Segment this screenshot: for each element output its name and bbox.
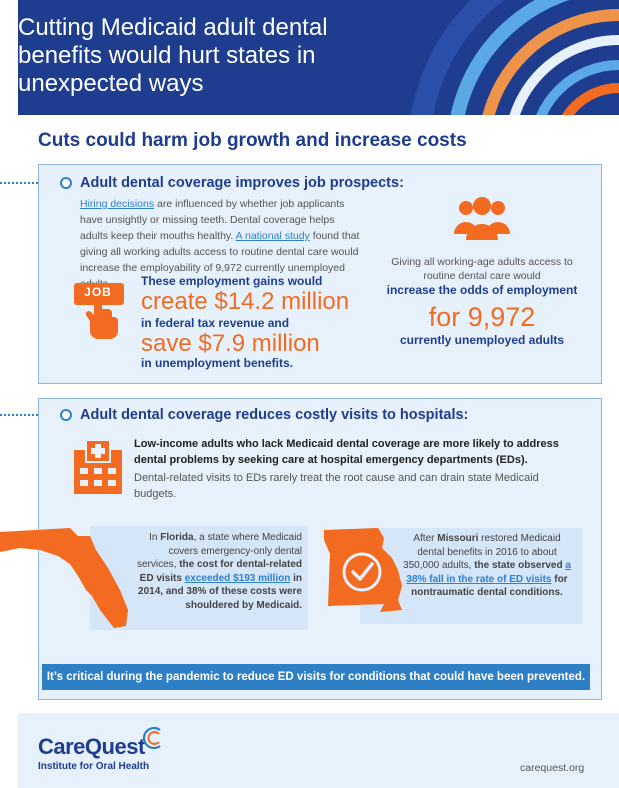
hospital-lead-text: Dental-related visits to EDs rarely trea… xyxy=(134,472,539,500)
odds-end: currently unemployed adults xyxy=(399,333,565,347)
florida-map-icon xyxy=(0,528,128,628)
dotted-connector xyxy=(0,414,58,416)
footer xyxy=(18,713,619,788)
page-title: Cutting Medicaid adult dental benefits w… xyxy=(18,14,328,97)
exceeded-193-million-link[interactable]: exceeded $193 million xyxy=(184,572,291,584)
people-group-icon xyxy=(454,197,510,240)
odds-number: for 9,972 xyxy=(428,302,536,332)
ed-visits-fall-link[interactable]: a 38% fall in the rate of ED visits xyxy=(406,560,571,585)
bullet-icon xyxy=(60,409,72,421)
gains-amount-tax: create $14.2 million xyxy=(141,288,350,315)
header-banner xyxy=(18,0,619,115)
missouri-text: After Missouri restored Medicaid dental … xyxy=(403,533,571,598)
florida-text: In Florida, a state where Medicaid cover… xyxy=(136,532,302,611)
section-title: Cuts could harm job growth and increase … xyxy=(38,130,467,151)
hospital-building-icon xyxy=(74,439,122,494)
missouri-map-icon xyxy=(324,528,402,612)
pandemic-banner: It’s critical during the pandemic to red… xyxy=(42,664,590,690)
dotted-connector xyxy=(0,182,58,184)
job-icon-label: JOB xyxy=(84,285,112,299)
missouri-state: Missouri xyxy=(437,533,479,544)
brand-tagline: Institute for Oral Health xyxy=(38,761,150,772)
job-hand-icon xyxy=(74,283,124,339)
bullet-icon xyxy=(60,177,72,189)
gains-end: in unemployment benefits. xyxy=(141,356,294,370)
odds-bold: increase the odds of employment xyxy=(386,283,578,297)
brand-name: CareQuest xyxy=(38,734,145,759)
hospital-panel-heading: Adult dental coverage reduces costly vis… xyxy=(80,407,469,423)
jobs-panel xyxy=(38,164,602,384)
hospital-lead-bold: Low-income adults who lack Medicaid dent… xyxy=(134,438,559,466)
website-link[interactable]: carequest.org xyxy=(520,762,585,774)
gains-amount-unemployment: save $7.9 million xyxy=(141,330,320,357)
gains-intro: These employment gains would xyxy=(141,274,323,288)
brand-logo-icon xyxy=(142,726,161,750)
gains-mid: in federal tax revenue and xyxy=(141,316,290,330)
odds-intro: Giving all working-age adults access to … xyxy=(391,256,573,282)
jobs-description: Hiring decisions are influenced by wheth… xyxy=(80,198,360,290)
jobs-panel-heading: Adult dental coverage improves job prosp… xyxy=(80,175,404,191)
national-study-link[interactable]: A national study xyxy=(235,230,310,242)
florida-state: Florida xyxy=(160,532,194,543)
hiring-decisions-link[interactable]: Hiring decisions xyxy=(80,198,155,210)
